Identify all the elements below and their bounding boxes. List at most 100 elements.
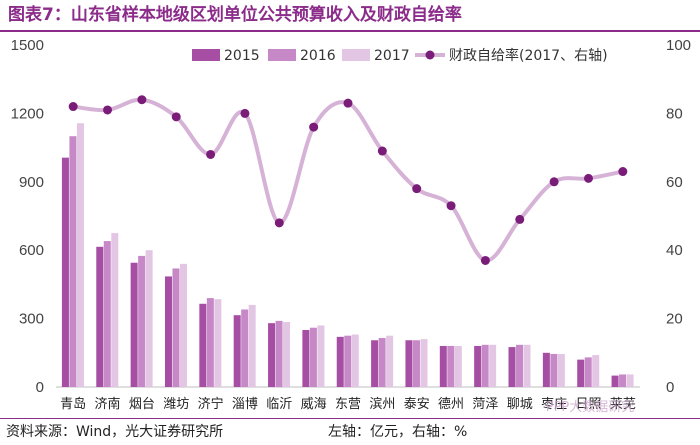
bar-2015-临沂: [268, 323, 276, 387]
point-滨州: [377, 146, 387, 156]
watermark-text: PPP大数据研究: [546, 400, 635, 415]
y-left-tick-label: 600: [19, 242, 44, 259]
category-label-青岛: 青岛: [60, 396, 86, 412]
source-divider: [0, 418, 700, 419]
point-聊城: [515, 214, 525, 224]
y-left-tick-label: 1200: [11, 105, 44, 122]
bar-2016-东营: [344, 335, 352, 387]
bar-2015-菏泽: [474, 345, 482, 387]
point-日照: [583, 173, 593, 183]
bar-2017-菏泽: [489, 344, 497, 387]
bar-2016-德州: [447, 345, 455, 387]
point-枣庄: [549, 177, 559, 187]
category-label-潍坊: 潍坊: [163, 397, 189, 412]
bar-2016-滨州: [378, 337, 386, 387]
bar-2017-淄博: [248, 304, 256, 387]
bar-2015-济南: [96, 246, 104, 387]
legend-label-self-sufficiency: 财政自给率(2017、右轴): [449, 47, 608, 64]
category-label-德州: 德州: [438, 397, 464, 412]
bar-2017-日照: [592, 355, 600, 387]
bar-2016-青岛: [69, 136, 77, 387]
category-label-菏泽: 菏泽: [472, 397, 498, 412]
y-left-tick-label: 900: [19, 174, 44, 191]
category-label-临沂: 临沂: [266, 397, 292, 412]
bar-2015-泰安: [405, 340, 413, 387]
bar-2017-青岛: [76, 123, 84, 387]
source-label: 资料来源：Wind，光大证券研究所: [6, 424, 224, 440]
bar-2016-临沂: [275, 320, 283, 387]
bar-2017-烟台: [145, 250, 153, 387]
y-right-tick-label: 0: [666, 379, 674, 396]
y-left-tick-label: 0: [36, 379, 44, 396]
bar-2015-日照: [577, 359, 585, 387]
axis-unit-note: 左轴：亿元，右轴：%: [328, 424, 468, 440]
bar-2017-潍坊: [179, 263, 187, 387]
bar-2016-枣庄: [550, 353, 558, 387]
point-临沂: [274, 218, 284, 228]
y-right-tick-label: 40: [666, 242, 683, 259]
category-label-莱芜: 莱芜: [610, 397, 636, 412]
point-青岛: [68, 102, 78, 112]
category-label-威海: 威海: [301, 397, 327, 412]
category-label-济宁: 济宁: [198, 396, 224, 412]
legend-label-2017: 2017: [374, 48, 410, 64]
bar-series: [61, 123, 634, 387]
category-label-聊城: 聊城: [507, 397, 533, 412]
legend-line-marker: [425, 50, 435, 60]
bar-2016-潍坊: [172, 268, 180, 387]
legend-swatch-2016: [268, 49, 296, 61]
bar-2016-淄博: [241, 309, 249, 387]
chart-title: 图表7：山东省样本地级区划单位公共预算收入及财政自给率: [8, 5, 462, 25]
category-label-日照: 日照: [575, 397, 601, 412]
bar-2017-枣庄: [557, 353, 565, 387]
bar-2015-烟台: [130, 262, 138, 387]
bar-2015-淄博: [233, 315, 241, 387]
point-淄博: [240, 108, 250, 118]
bar-2017-威海: [317, 325, 325, 387]
category-label-东营: 东营: [335, 397, 361, 412]
bar-2015-滨州: [371, 340, 379, 387]
point-德州: [446, 201, 456, 211]
bar-2016-菏泽: [481, 344, 489, 387]
category-label-滨州: 滨州: [369, 396, 395, 412]
bar-2016-烟台: [138, 255, 146, 387]
bar-2015-威海: [302, 330, 310, 387]
legend-label-2015: 2015: [224, 48, 260, 64]
y-right-tick-label: 60: [666, 174, 683, 191]
point-威海: [309, 122, 319, 132]
bar-2016-莱芜: [619, 374, 627, 387]
bar-2015-东营: [336, 336, 344, 387]
y-left-tick-label: 1500: [11, 37, 44, 54]
bar-2017-聊城: [523, 344, 531, 387]
y-right-tick-label: 20: [666, 311, 683, 328]
legend-swatch-2015: [192, 49, 220, 61]
bar-2015-济宁: [199, 303, 207, 387]
category-label-枣庄: 枣庄: [541, 396, 567, 412]
bar-2015-莱芜: [611, 375, 619, 387]
bar-2017-临沂: [283, 322, 291, 387]
bar-2017-济南: [111, 233, 119, 387]
bar-2017-济宁: [214, 299, 222, 387]
chart-legend: 2015 2016 2017 财政自给率(2017、右轴): [192, 47, 608, 64]
y-right-tick-label: 80: [666, 105, 683, 122]
point-东营: [343, 98, 353, 108]
legend-swatch-2017: [342, 49, 370, 61]
bar-2016-济南: [103, 241, 111, 387]
category-label-烟台: 烟台: [129, 397, 155, 412]
legend-label-2016: 2016: [300, 48, 336, 64]
point-莱芜: [618, 167, 628, 177]
bar-2015-潍坊: [164, 276, 172, 387]
category-labels: 青岛 济南 烟台 潍坊 济宁 淄博 临沂 威海 东营 滨州 泰安 德州 菏泽 聊城 枣庄 日照 莱芜PPP大数据…: [60, 396, 636, 415]
chart-axes: 0 300 600 900 1200 1500 0 20 40 60 80 100: [11, 37, 691, 396]
bar-2016-泰安: [412, 340, 420, 387]
bar-2016-济宁: [206, 298, 214, 387]
point-潍坊: [171, 112, 181, 122]
bar-2015-青岛: [61, 157, 69, 387]
y-left-tick-label: 300: [19, 311, 44, 328]
category-label-淄博: 淄博: [232, 397, 258, 412]
bar-2017-东营: [351, 334, 359, 387]
bar-2016-日照: [584, 357, 592, 387]
line-series: [68, 95, 628, 265]
point-烟台: [137, 95, 147, 105]
